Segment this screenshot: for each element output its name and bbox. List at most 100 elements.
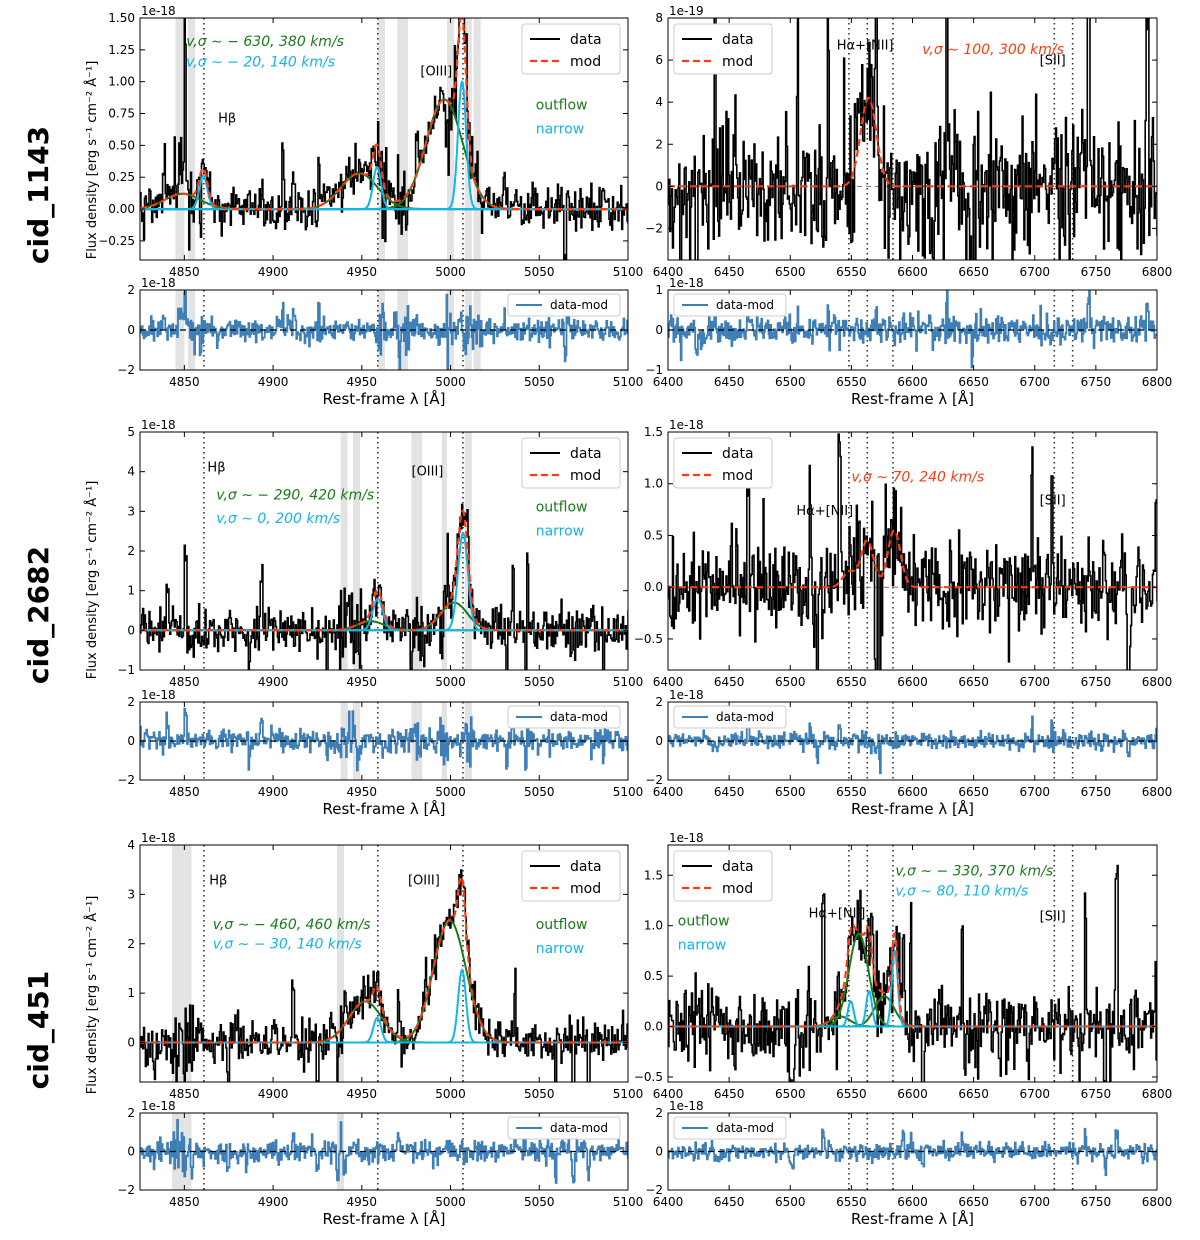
- residual-plot-area: [140, 290, 628, 370]
- residual-legend-box: [507, 705, 621, 729]
- residual-x-tick-label: 6650: [958, 1195, 989, 1209]
- main-exponent-label: 1e-18: [669, 831, 704, 845]
- legend-model-label: mod: [570, 881, 601, 897]
- residual-x-tick-label: 5000: [435, 1195, 466, 1209]
- residual-y-tick-label: 0: [655, 1145, 663, 1159]
- legend-model-label: mod: [722, 468, 753, 484]
- main-x-tick-label: 5100: [613, 265, 644, 279]
- legend: data mod: [521, 850, 621, 902]
- narrow-label: narrow: [678, 938, 726, 954]
- narrow-label: narrow: [536, 941, 584, 957]
- legend-data-label: data: [570, 446, 602, 462]
- residual-legend-box: [673, 1116, 787, 1140]
- legend: data mod: [673, 850, 773, 902]
- main-y-tick-label: 0: [127, 1036, 135, 1050]
- main-x-tick-label: 4900: [258, 675, 289, 689]
- main-x-tick-label: 6600: [897, 675, 928, 689]
- legend-data-label: data: [722, 32, 754, 48]
- residual-x-tick-label: 6400: [653, 1195, 684, 1209]
- main-x-tick-label: 5050: [524, 1087, 555, 1101]
- main-x-tick-label: 4950: [347, 1087, 378, 1101]
- outflow-label: outflow: [678, 914, 730, 930]
- main-y-tick-label: 6: [655, 53, 663, 67]
- residual-x-tick-label: 6700: [1019, 785, 1050, 799]
- residual-x-tick-label: 5100: [613, 375, 644, 389]
- masked-region: [446, 18, 455, 260]
- main-plot-area: [140, 18, 628, 260]
- model-fit: [140, 875, 628, 1044]
- main-exponent-label: 1e-18: [141, 4, 176, 18]
- kinematics-model: v,σ ∼ 100, 300 km/s: [922, 42, 1064, 58]
- residual-legend-label: data-mod: [550, 710, 608, 724]
- residual-x-tick-label: 6450: [714, 785, 745, 799]
- residual-legend-box: [673, 705, 787, 729]
- main-y-tick-label: 0.00: [108, 202, 135, 216]
- residual-x-tick-label: 5100: [613, 785, 644, 799]
- residual-x-tick-label: 4850: [169, 785, 200, 799]
- masked-region: [187, 18, 196, 260]
- residual-legend-box: [507, 293, 621, 317]
- residual-y-tick-label: −2: [645, 773, 663, 787]
- panel-cid_2682_ha_nii: 6400 6450 6500 6550 6600 6650 6700 6750 6800 −0.5…: [634, 418, 1172, 818]
- main-x-tick-label: 6400: [653, 1087, 684, 1101]
- residual-x-tick-label: 4950: [347, 375, 378, 389]
- main-x-tick-label: 4900: [258, 1087, 289, 1101]
- main-plot-area: [140, 432, 628, 670]
- panels: 4850 4900 4950 5000 5050 5100−0.250.000.250.5…: [98, 4, 1173, 1228]
- line-label: [OIII]: [420, 64, 452, 79]
- legend-data-label: data: [722, 446, 754, 462]
- main-x-tick-label: 5100: [613, 675, 644, 689]
- masked-region: [336, 845, 345, 1082]
- main-frame: [139, 844, 629, 1083]
- residual-y-tick-label: −2: [645, 1183, 663, 1197]
- main-x-tick-label: 4850: [169, 1087, 200, 1101]
- residual-x-tick-label: 5050: [524, 375, 555, 389]
- residual-x-tick-label: 6750: [1081, 375, 1112, 389]
- legend-data-label: data: [570, 32, 602, 48]
- residual-x-tick-label: 6550: [836, 785, 867, 799]
- residual-x-tick-label: 6600: [897, 1195, 928, 1209]
- residual-spectrum: [140, 290, 628, 370]
- main-y-tick-label: 0.0: [644, 1020, 663, 1034]
- data-spectrum: [668, 864, 1157, 1082]
- main-y-tick-label: 1: [127, 584, 135, 598]
- kinematics-narrow: v,σ ∼ − 30, 140 km/s: [213, 937, 362, 953]
- line-label: Hα+[NII]: [809, 907, 866, 922]
- model-fit: [140, 509, 628, 632]
- panel-cid_451_ha_nii: 6400 6450 6500 6550 6600 6650 6700 6750 6800 −0.5…: [634, 831, 1172, 1228]
- main-y-tick-label: −0.5: [634, 632, 663, 646]
- residual-x-tick-label: 6750: [1081, 1195, 1112, 1209]
- residual-x-tick-label: 6500: [775, 785, 806, 799]
- data-spectrum: [140, 869, 628, 1082]
- main-x-tick-label: 6600: [897, 1087, 928, 1101]
- y-axis-title-3: Flux density [erg s⁻¹ cm⁻² Å⁻¹]: [84, 896, 100, 1095]
- main-x-tick-label: 5100: [613, 1087, 644, 1101]
- main-plot-area: [668, 845, 1157, 1082]
- residual-x-tick-label: 6700: [1019, 1195, 1050, 1209]
- main-x-tick-label: 6550: [836, 675, 867, 689]
- residual-y-tick-label: 2: [655, 695, 663, 709]
- residual-y-tick-label: −2: [117, 1183, 135, 1197]
- residual-spectrum: [668, 290, 1157, 369]
- main-y-tick-label: 0: [127, 623, 135, 637]
- data-spectrum: [668, 433, 1157, 670]
- residual-legend: data-mod: [507, 293, 621, 317]
- residual-x-tick-label: 4900: [258, 785, 289, 799]
- main-exponent-label: 1e-19: [669, 4, 704, 18]
- data-spectrum: [140, 503, 628, 670]
- main-y-tick-label: 1: [127, 986, 135, 1000]
- main-x-tick-label: 6400: [653, 675, 684, 689]
- main-y-tick-label: 0: [655, 179, 663, 193]
- masked-region: [441, 432, 447, 670]
- line-label: Hα+[NII]: [837, 39, 894, 54]
- main-y-tick-label: 2: [655, 137, 663, 151]
- line-label: Hα+[NII]: [796, 504, 853, 519]
- legend: data mod: [521, 437, 621, 489]
- model-fit: [668, 529, 1157, 589]
- main-y-tick-label: 0.0: [644, 580, 663, 594]
- residual-x-tick-label: 6800: [1142, 375, 1173, 389]
- outflow-label: outflow: [536, 499, 588, 515]
- x-axis-title: Rest-frame λ [Å]: [851, 799, 974, 818]
- kinematics-outflow: v,σ ∼ − 630, 380 km/s: [186, 34, 344, 50]
- data-spectrum: [668, 18, 1157, 260]
